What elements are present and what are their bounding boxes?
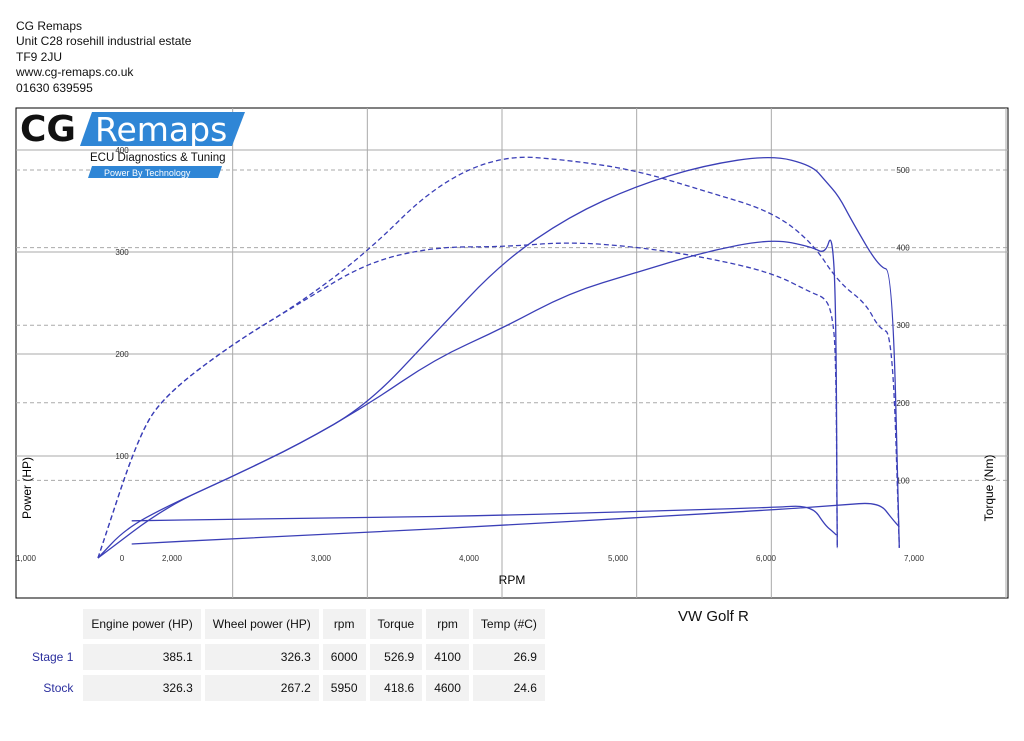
cg-remaps-logo: CG Remaps ECU Diagnostics & Tuning Power… bbox=[18, 109, 245, 178]
cell-torque: 418.6 bbox=[369, 675, 423, 701]
header-torque: Torque bbox=[369, 609, 423, 639]
chart-series bbox=[97, 156, 900, 559]
right-tick-label: 200 bbox=[896, 399, 910, 408]
cell-torque-rpm: 4600 bbox=[426, 675, 469, 701]
x-tick-label: 3,000 bbox=[311, 554, 332, 563]
series-line-3 bbox=[97, 156, 900, 559]
left-axis-label: Power (HP) bbox=[20, 457, 34, 519]
table-row: Stage 1 385.1 326.3 6000 526.9 4100 26.9 bbox=[24, 644, 545, 670]
x-tick-label: 6,000 bbox=[756, 554, 777, 563]
vehicle-name: VW Golf R bbox=[678, 608, 749, 625]
cell-torque: 526.9 bbox=[369, 644, 423, 670]
series-line-4 bbox=[97, 242, 838, 559]
cell-engine-power: 385.1 bbox=[83, 644, 201, 670]
series-line-5 bbox=[131, 505, 837, 536]
results-header-row: Engine power (HP) Wheel power (HP) rpm T… bbox=[24, 609, 545, 639]
dyno-chart: 1,000 2,000 3,000 4,000 5,000 6,000 7,000 0 100… bbox=[15, 107, 1009, 599]
x-tick-label: 7,000 bbox=[904, 554, 925, 563]
x-tick-label: 5,000 bbox=[608, 554, 629, 563]
cell-temp: 24.6 bbox=[472, 675, 545, 701]
right-tick-label: 300 bbox=[896, 321, 910, 330]
cell-wheel-power: 326.3 bbox=[204, 644, 319, 670]
x-tick-label: 1,000 bbox=[16, 554, 37, 563]
phone-number: 01630 639595 bbox=[16, 80, 93, 95]
series-line-2 bbox=[97, 239, 838, 559]
plot-frame bbox=[15, 107, 1009, 599]
left-tick-label: 400 bbox=[115, 146, 129, 155]
series-line-6 bbox=[131, 502, 900, 545]
cell-power-rpm: 5950 bbox=[322, 675, 366, 701]
header-wheel-power: Wheel power (HP) bbox=[204, 609, 319, 639]
row-label-stage1: Stage 1 bbox=[32, 650, 74, 664]
company-address: CG Remaps Unit C28 rosehill industrial e… bbox=[16, 19, 191, 96]
x-axis-label: RPM bbox=[499, 573, 526, 587]
cell-temp: 26.9 bbox=[472, 644, 545, 670]
header-power-rpm: rpm bbox=[322, 609, 366, 639]
company-name: CG Remaps bbox=[16, 19, 83, 33]
left-tick-label: 100 bbox=[115, 452, 129, 461]
table-row: Stock 326.3 267.2 5950 418.6 4600 24.6 bbox=[24, 675, 545, 701]
cell-torque-rpm: 4100 bbox=[426, 644, 469, 670]
cell-power-rpm: 6000 bbox=[322, 644, 366, 670]
x-tick-label: 2,000 bbox=[162, 554, 183, 563]
left-tick-label: 300 bbox=[115, 248, 129, 257]
header-temp: Temp (#C) bbox=[472, 609, 545, 639]
logo-remaps-text: Remaps bbox=[95, 110, 227, 149]
x-tick-labels: 1,000 2,000 3,000 4,000 5,000 6,000 7,000 bbox=[16, 554, 925, 563]
address-line: Unit C28 rosehill industrial estate bbox=[16, 34, 192, 49]
row-label-stock: Stock bbox=[43, 681, 74, 695]
grid-lines bbox=[16, 108, 1008, 598]
header-engine-power: Engine power (HP) bbox=[83, 609, 201, 639]
left-tick-label: 0 bbox=[120, 554, 125, 563]
logo-subtagline: Power By Technology bbox=[104, 168, 191, 178]
left-tick-label: 200 bbox=[115, 350, 129, 359]
left-tick-labels: 0 100 200 300 400 bbox=[115, 146, 129, 563]
results-table: Engine power (HP) Wheel power (HP) rpm T… bbox=[20, 604, 549, 706]
header-torque-rpm: rpm bbox=[426, 609, 469, 639]
logo-cg-text: CG bbox=[20, 109, 76, 150]
cell-engine-power: 326.3 bbox=[83, 675, 201, 701]
postcode: TF9 2JU bbox=[16, 49, 63, 64]
right-tick-label: 100 bbox=[896, 476, 910, 485]
website-link[interactable]: www.cg-remaps.co.uk bbox=[16, 65, 134, 80]
header-blank bbox=[24, 609, 79, 639]
logo-tagline: ECU Diagnostics & Tuning bbox=[90, 152, 226, 164]
right-tick-label: 500 bbox=[896, 166, 910, 175]
right-tick-label: 400 bbox=[896, 244, 910, 253]
x-tick-label: 4,000 bbox=[459, 554, 480, 563]
right-tick-labels: 100 200 300 400 500 bbox=[896, 166, 910, 485]
right-axis-label: Torque (Nm) bbox=[982, 455, 996, 522]
cell-wheel-power: 267.2 bbox=[204, 675, 319, 701]
